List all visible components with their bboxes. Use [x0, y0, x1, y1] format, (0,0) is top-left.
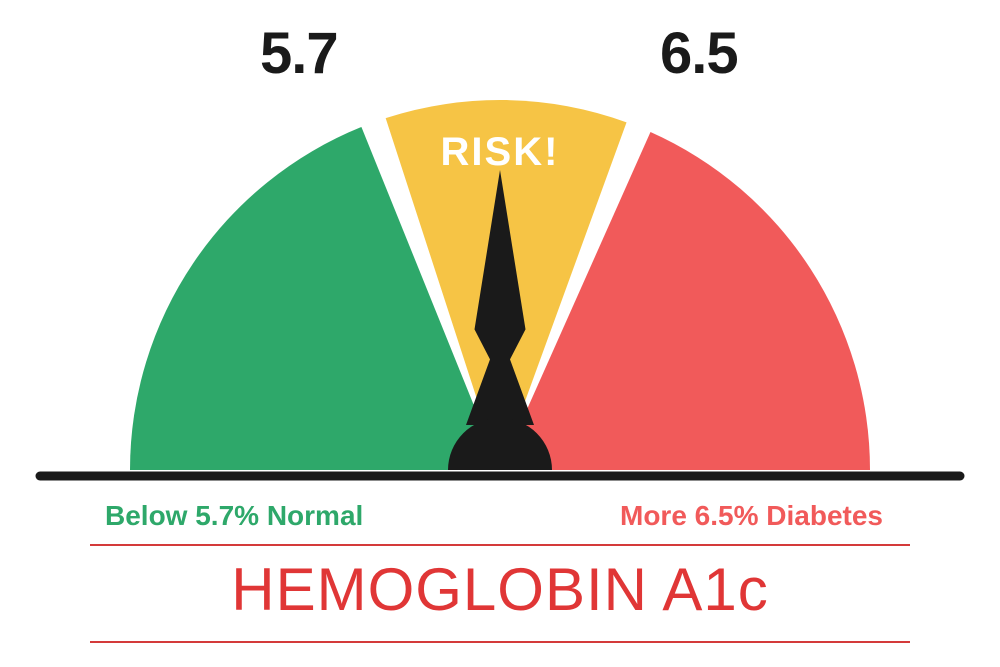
main-title: HEMOGLOBIN A1c: [0, 555, 1000, 624]
legend-diabetes: More 6.5% Diabetes: [620, 500, 883, 532]
threshold-right-value: 6.5: [660, 20, 738, 87]
hba1c-gauge-infographic: 5.7 6.5 RISK! Below 5.7% Normal More 6.5…: [0, 0, 1000, 667]
risk-label: RISK!: [400, 130, 600, 175]
threshold-left-value: 5.7: [260, 20, 338, 87]
legend-normal: Below 5.7% Normal: [105, 500, 363, 532]
